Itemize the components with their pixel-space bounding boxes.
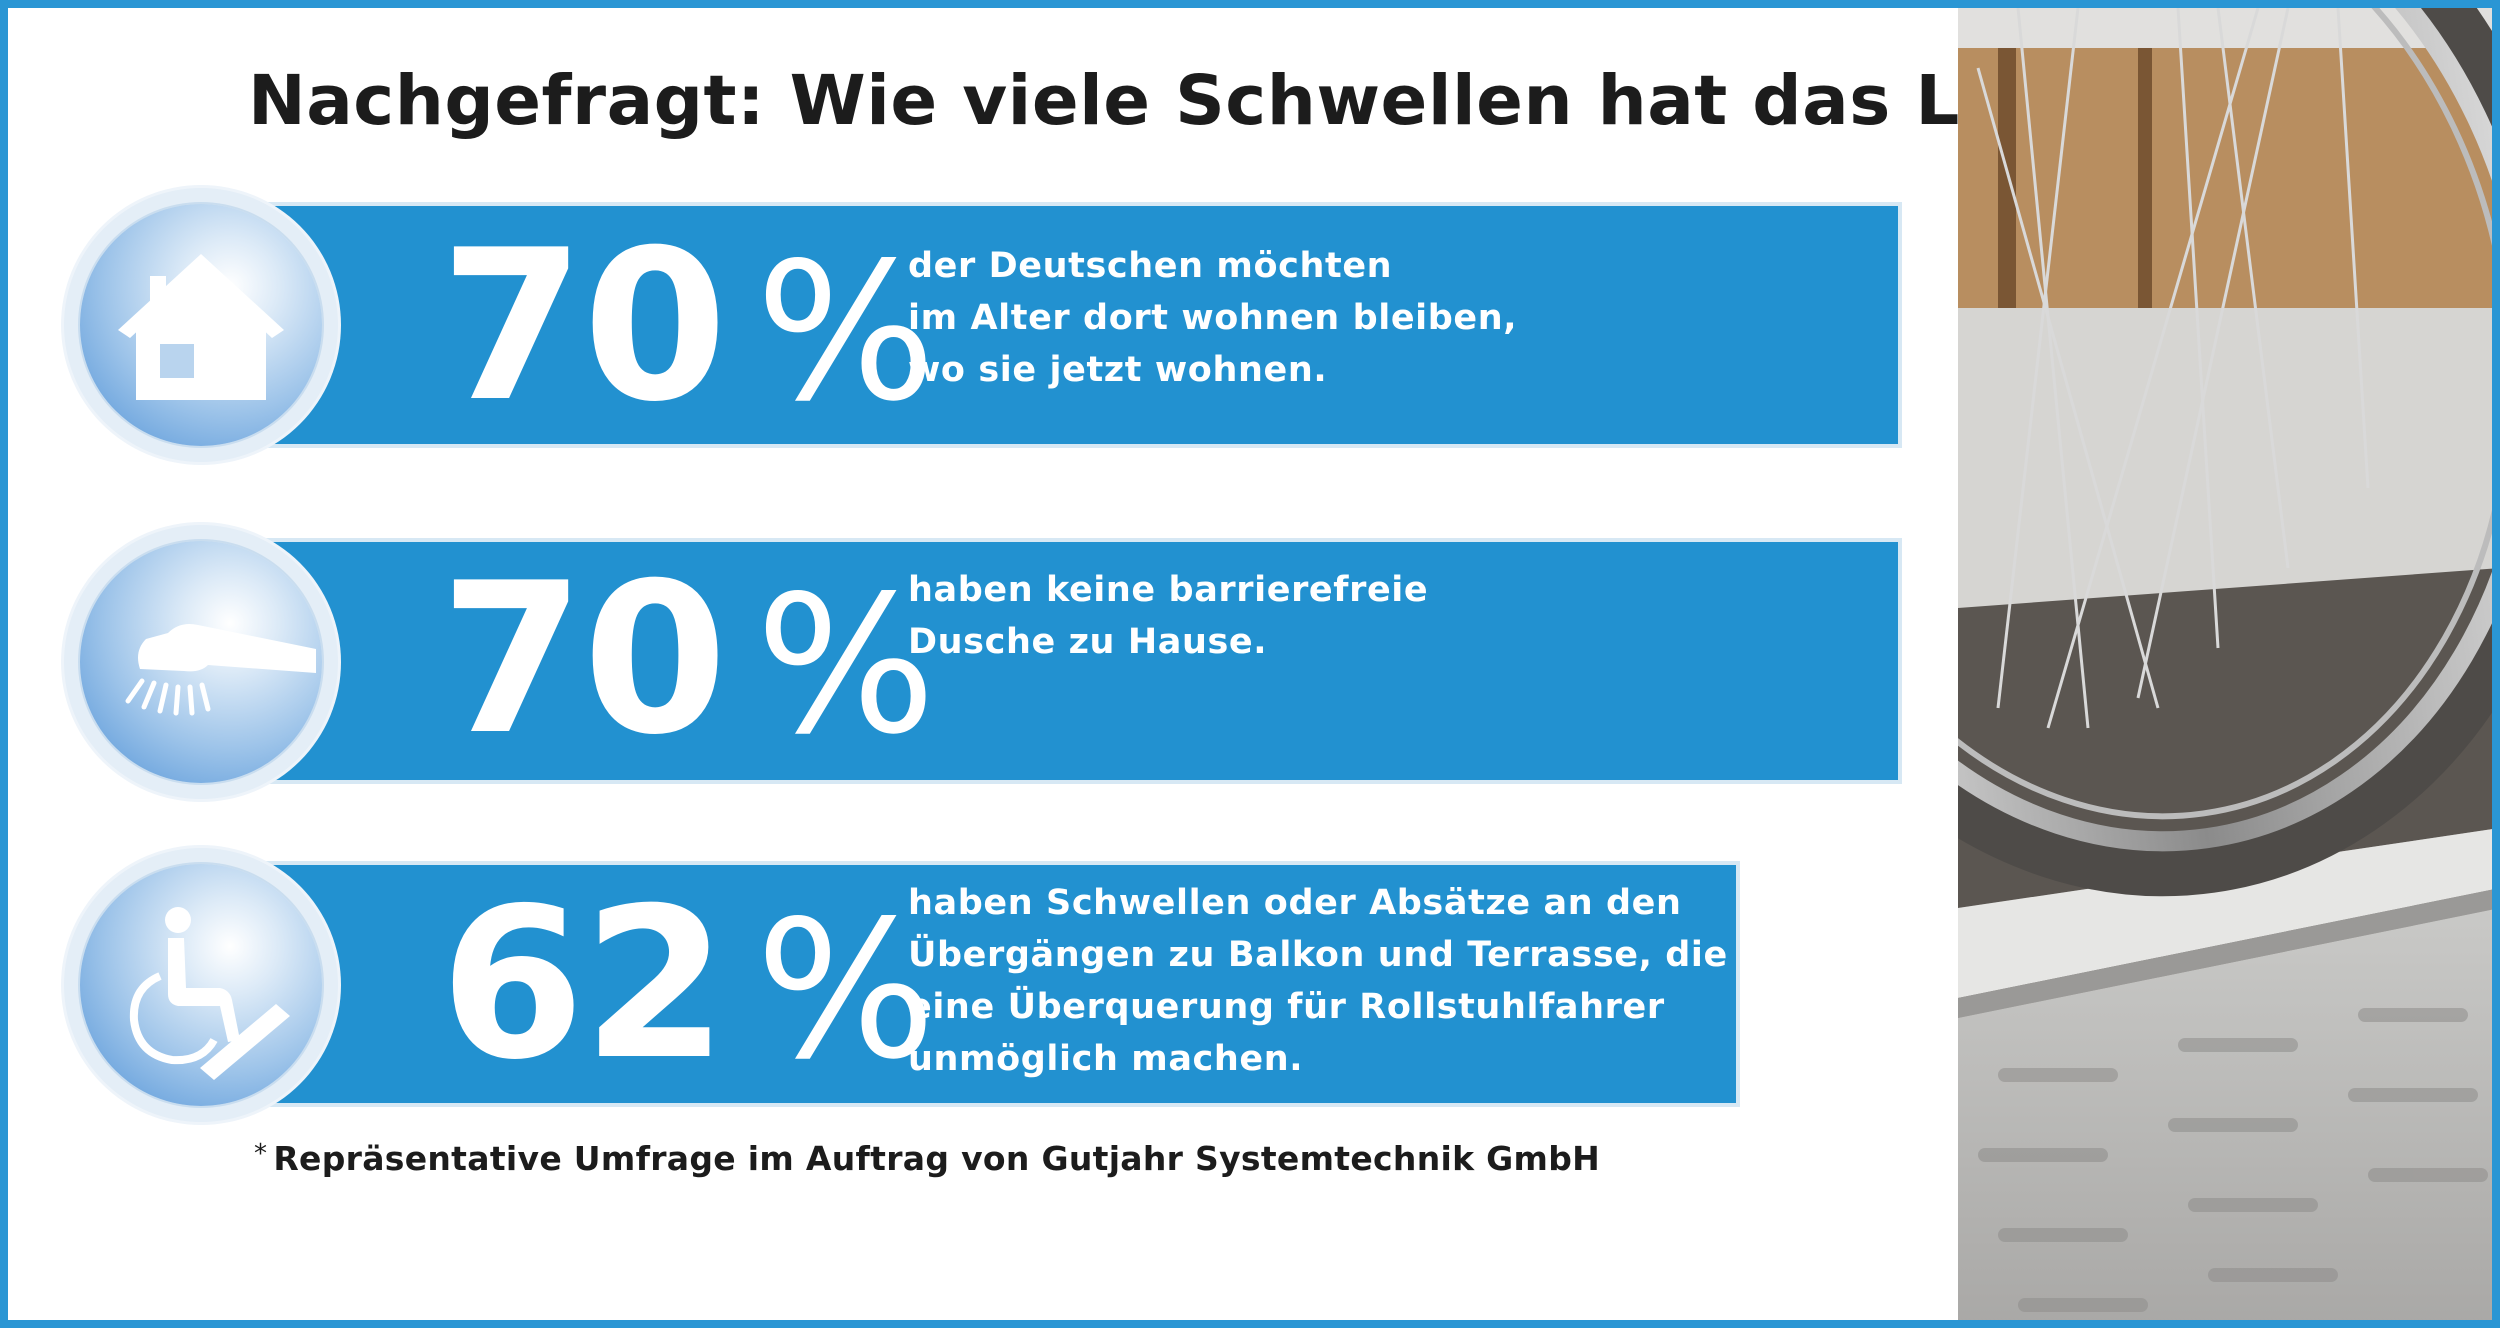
stat-3-line-4: unmöglich machen. bbox=[908, 1039, 1304, 1079]
stat-icon-badge-1 bbox=[64, 188, 338, 462]
house-icon bbox=[80, 204, 322, 446]
footnote: * Repräsentative Umfrage im Auftrag von G… bbox=[254, 1139, 1600, 1178]
stat-3-line-3: eine Überquerung für Rollstuhlfahrer bbox=[908, 987, 1665, 1027]
stat-bar-1 bbox=[266, 206, 1898, 444]
stat-description-3: haben Schwellen oder Absätze an den Über… bbox=[908, 877, 1728, 1085]
footnote-text: Repräsentative Umfrage im Auftrag von Gu… bbox=[273, 1139, 1601, 1178]
stat-1-line-3: wo sie jetzt wohnen. bbox=[908, 350, 1328, 390]
stat-2-line-1: haben keine barrierefreie bbox=[908, 570, 1429, 610]
stat-icon-badge-3 bbox=[64, 848, 338, 1122]
stat-bar-3 bbox=[266, 865, 1736, 1103]
wheelchair-threshold-photo bbox=[1958, 8, 2492, 1320]
footnote-marker: * bbox=[254, 1139, 268, 1169]
stat-description-1: der Deutschen möchten im Alter dort wohn… bbox=[908, 240, 1517, 396]
stat-unit-2: % bbox=[755, 555, 936, 776]
wheelchair-icon bbox=[80, 864, 322, 1106]
stat-percentage-1: 70% bbox=[440, 223, 936, 431]
stat-number-3: 62 bbox=[440, 864, 727, 1106]
page-title: Nachgefragt: Wie viele Schwellen hat das… bbox=[248, 60, 2171, 141]
stat-1-line-1: der Deutschen möchten bbox=[908, 246, 1393, 286]
stat-bar-2 bbox=[266, 542, 1898, 780]
stat-number-1: 70 bbox=[440, 206, 727, 448]
stat-1-line-2: im Alter dort wohnen bleiben, bbox=[908, 298, 1518, 338]
stat-description-2: haben keine barrierefreie Dusche zu Haus… bbox=[908, 564, 1428, 668]
stat-2-line-2: Dusche zu Hause. bbox=[908, 622, 1268, 662]
stat-3-line-2: Übergängen zu Balkon und Terrasse, die bbox=[908, 935, 1728, 975]
title-text: Nachgefragt: Wie viele Schwellen hat das… bbox=[248, 61, 2147, 141]
shower-icon bbox=[80, 541, 322, 783]
stat-percentage-2: 70% bbox=[440, 556, 936, 764]
stat-unit-3: % bbox=[755, 880, 936, 1101]
stat-icon-badge-2 bbox=[64, 525, 338, 799]
stat-percentage-3: 62% bbox=[440, 881, 936, 1089]
stat-unit-1: % bbox=[755, 222, 936, 443]
stat-number-2: 70 bbox=[440, 539, 727, 781]
stat-3-line-1: haben Schwellen oder Absätze an den bbox=[908, 883, 1682, 923]
